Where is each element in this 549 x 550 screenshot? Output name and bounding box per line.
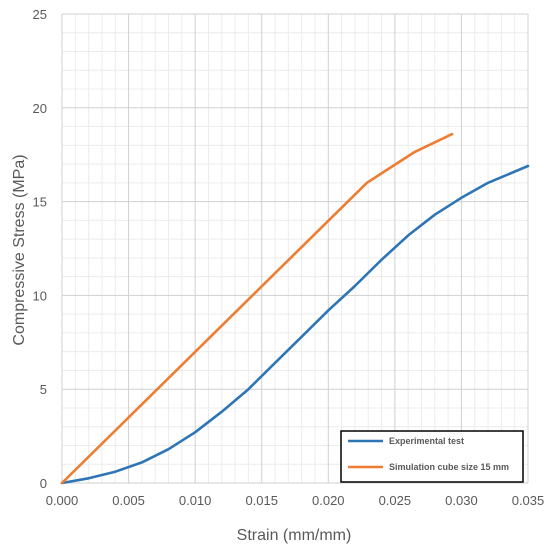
legend-label-simulation: Simulation cube size 15 mm — [389, 462, 509, 472]
y-tick-label: 20 — [33, 101, 47, 116]
x-tick-label: 0.025 — [379, 493, 412, 508]
series-line-experimental — [60, 164, 530, 485]
legend-label-experimental: Experimental test — [389, 436, 464, 446]
y-axis-title: Compressive Stress (MPa) — [11, 154, 28, 345]
y-tick-label: 0 — [40, 476, 47, 491]
series-layer — [60, 132, 530, 485]
y-tick-label: 10 — [33, 288, 47, 303]
minor-grid — [62, 14, 528, 483]
x-tick-label: 0.010 — [179, 493, 212, 508]
legend: Experimental test Simulation cube size 1… — [340, 430, 524, 483]
x-tick-label: 0.005 — [112, 493, 145, 508]
major-grid — [61, 13, 529, 484]
x-axis-title: Strain (mm/mm) — [237, 527, 352, 544]
y-tick-label: 5 — [40, 382, 47, 397]
y-tick-labels: 0 5 10 15 20 25 — [33, 7, 47, 491]
x-tick-label: 0.015 — [245, 493, 278, 508]
y-tick-label: 25 — [33, 7, 47, 22]
legend-box — [340, 430, 524, 483]
series-line-simulation — [60, 132, 454, 485]
y-tick-label: 15 — [33, 195, 47, 210]
x-tick-labels: 0.000 0.005 0.010 0.015 0.020 0.025 0.030 0.035 — [46, 493, 545, 508]
x-tick-label: 0.020 — [312, 493, 345, 508]
x-tick-label: 0.035 — [512, 493, 545, 508]
x-tick-label: 0.030 — [445, 493, 478, 508]
x-tick-label: 0.000 — [46, 493, 79, 508]
